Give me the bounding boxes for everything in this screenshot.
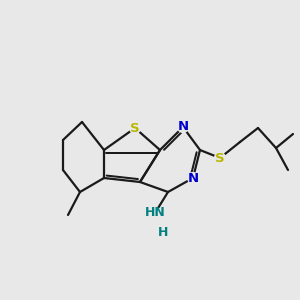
Text: N: N [188,172,199,184]
Text: S: S [130,122,140,134]
Text: N: N [177,121,189,134]
Circle shape [130,123,140,134]
Circle shape [178,122,188,132]
Circle shape [214,153,225,164]
Text: H: H [158,226,168,238]
Circle shape [188,172,198,183]
Circle shape [150,208,160,218]
Text: HN: HN [145,206,165,220]
Circle shape [158,226,168,237]
Text: S: S [215,152,225,164]
